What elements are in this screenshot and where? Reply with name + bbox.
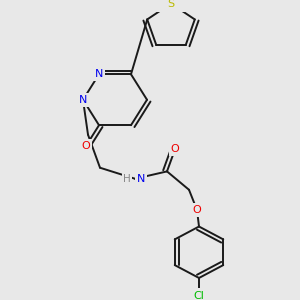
Text: O: O [82,141,90,151]
Text: Cl: Cl [194,291,204,300]
Text: S: S [167,0,175,9]
Text: N: N [137,174,145,184]
Text: H: H [123,174,131,184]
Text: N: N [79,95,87,105]
Text: N: N [95,69,103,79]
Text: O: O [193,205,201,215]
Text: O: O [171,144,179,154]
